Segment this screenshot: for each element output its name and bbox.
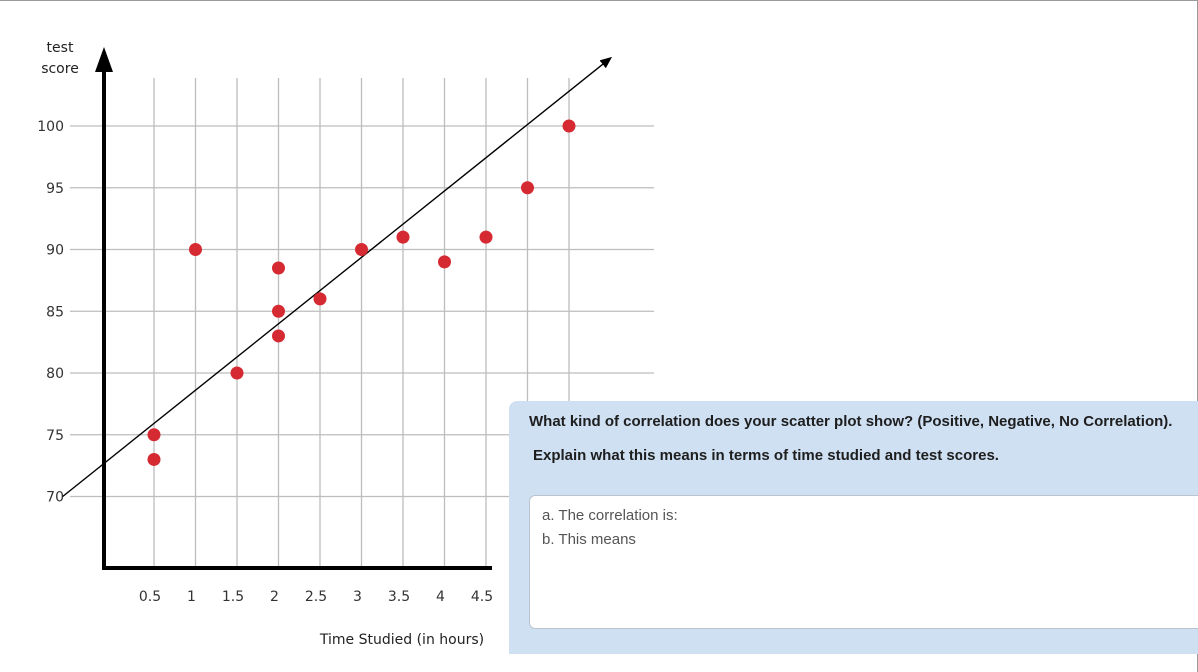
data-point (272, 329, 285, 343)
x-tick-label: 4.5 (471, 589, 493, 605)
trend-line-group (62, 56, 613, 498)
data-point (355, 243, 368, 256)
x-tick-label: 1 (187, 589, 196, 605)
question-text: What kind of correlation does your scatt… (529, 413, 1173, 430)
data-point (230, 366, 244, 380)
y-tick-label: 90 (46, 243, 64, 259)
data-point (147, 452, 161, 466)
y-tick-label: 85 (46, 304, 64, 320)
data-point (521, 181, 534, 195)
y-tick-label: 95 (46, 181, 64, 197)
data-point (313, 292, 327, 306)
answer-textarea[interactable]: a. The correlation is: b. This means (529, 495, 1198, 629)
data-point (396, 230, 410, 244)
y-tick-label: 70 (46, 490, 64, 506)
x-tick-label: 4 (436, 589, 445, 605)
answer-line-meaning: b. This means (542, 531, 636, 548)
x-tick-label: 2 (270, 589, 279, 605)
x-tick-label: 3.5 (388, 589, 410, 605)
top-border (0, 0, 1198, 1)
y-axis-title: test score (41, 40, 79, 77)
y-tick-label: 75 (46, 428, 64, 444)
x-tick-label: 1.5 (222, 589, 244, 605)
x-axis-title: Time Studied (in hours) (319, 632, 484, 648)
data-point (272, 261, 285, 275)
y-tick-label: 80 (46, 366, 64, 382)
question-panel: What kind of correlation does your scatt… (509, 401, 1198, 654)
x-tick-label: 0.5 (139, 589, 161, 605)
y-axis-arrow-icon (95, 47, 113, 72)
tick-labels: 70 75 80 85 90 95 100 0.5 1 1.5 2 2.5 3 3.5 4 4.5 (37, 119, 493, 605)
data-point (272, 304, 285, 318)
x-tick-label: 3 (353, 589, 362, 605)
data-points (147, 119, 576, 466)
axes: test score Time Studied (in hours) (41, 40, 492, 648)
data-point (147, 428, 161, 442)
trend-line (62, 56, 613, 498)
data-point (562, 119, 576, 133)
data-point (189, 243, 202, 256)
instruction-text: Explain what this means in terms of time… (533, 447, 999, 464)
answer-line-correlation: a. The correlation is: (542, 507, 678, 524)
x-tick-label: 2.5 (305, 589, 327, 605)
data-point (438, 255, 451, 269)
data-point (479, 230, 493, 244)
y-tick-label: 100 (37, 119, 64, 135)
